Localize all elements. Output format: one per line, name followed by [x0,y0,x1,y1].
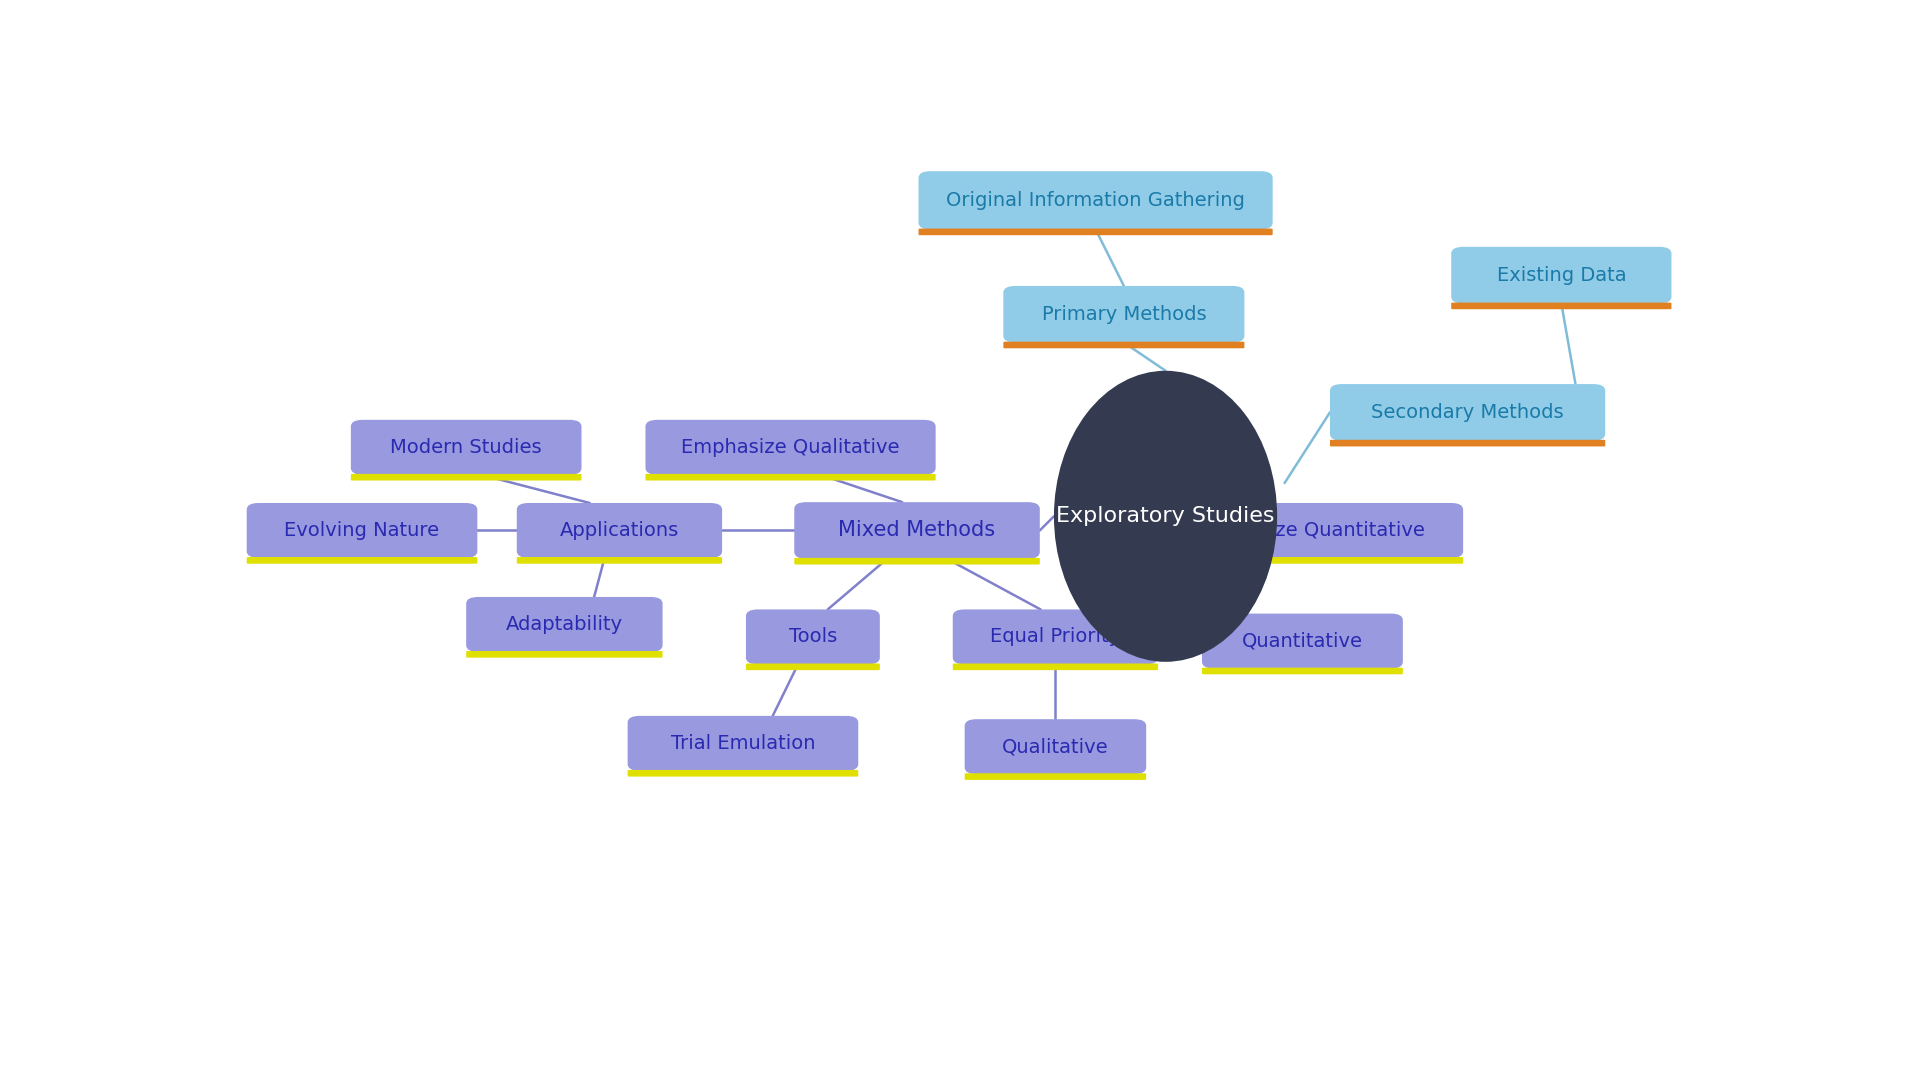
FancyBboxPatch shape [952,663,1158,670]
FancyBboxPatch shape [628,770,858,777]
Text: Emphasize Quantitative: Emphasize Quantitative [1192,521,1425,540]
FancyBboxPatch shape [745,663,879,670]
FancyBboxPatch shape [516,557,722,564]
Text: Modern Studies: Modern Studies [390,437,541,457]
Text: Equal Priority: Equal Priority [991,627,1121,646]
FancyBboxPatch shape [918,171,1273,229]
FancyBboxPatch shape [246,557,478,564]
FancyBboxPatch shape [1331,440,1605,446]
FancyBboxPatch shape [1154,557,1463,564]
FancyBboxPatch shape [795,502,1041,558]
FancyBboxPatch shape [1331,384,1605,441]
FancyBboxPatch shape [1202,667,1404,674]
Text: Qualitative: Qualitative [1002,738,1108,756]
Text: Trial Emulation: Trial Emulation [670,733,816,753]
FancyBboxPatch shape [246,503,478,558]
FancyBboxPatch shape [351,420,582,475]
Ellipse shape [1054,370,1277,662]
Text: Adaptability: Adaptability [505,615,622,634]
FancyBboxPatch shape [1452,302,1672,309]
FancyBboxPatch shape [1452,247,1672,303]
FancyBboxPatch shape [467,597,662,652]
FancyBboxPatch shape [795,558,1041,565]
FancyBboxPatch shape [964,719,1146,774]
FancyBboxPatch shape [952,609,1158,664]
Text: Emphasize Qualitative: Emphasize Qualitative [682,437,900,457]
FancyBboxPatch shape [745,609,879,664]
Text: Tools: Tools [789,627,837,646]
FancyBboxPatch shape [964,773,1146,780]
FancyBboxPatch shape [1202,613,1404,669]
FancyBboxPatch shape [1004,341,1244,349]
Text: Primary Methods: Primary Methods [1041,305,1206,324]
Text: Exploratory Studies: Exploratory Studies [1056,507,1275,526]
Text: Original Information Gathering: Original Information Gathering [947,191,1244,210]
FancyBboxPatch shape [645,474,935,481]
Text: Mixed Methods: Mixed Methods [839,521,996,540]
FancyBboxPatch shape [467,651,662,658]
Text: Evolving Nature: Evolving Nature [284,521,440,540]
Text: Quantitative: Quantitative [1242,632,1363,650]
Text: Applications: Applications [561,521,680,540]
FancyBboxPatch shape [516,503,722,558]
FancyBboxPatch shape [918,229,1273,235]
FancyBboxPatch shape [351,474,582,481]
Text: Existing Data: Existing Data [1496,266,1626,285]
Text: Secondary Methods: Secondary Methods [1371,403,1565,422]
FancyBboxPatch shape [645,420,935,475]
FancyBboxPatch shape [1004,286,1244,342]
FancyBboxPatch shape [1154,503,1463,558]
FancyBboxPatch shape [628,716,858,771]
